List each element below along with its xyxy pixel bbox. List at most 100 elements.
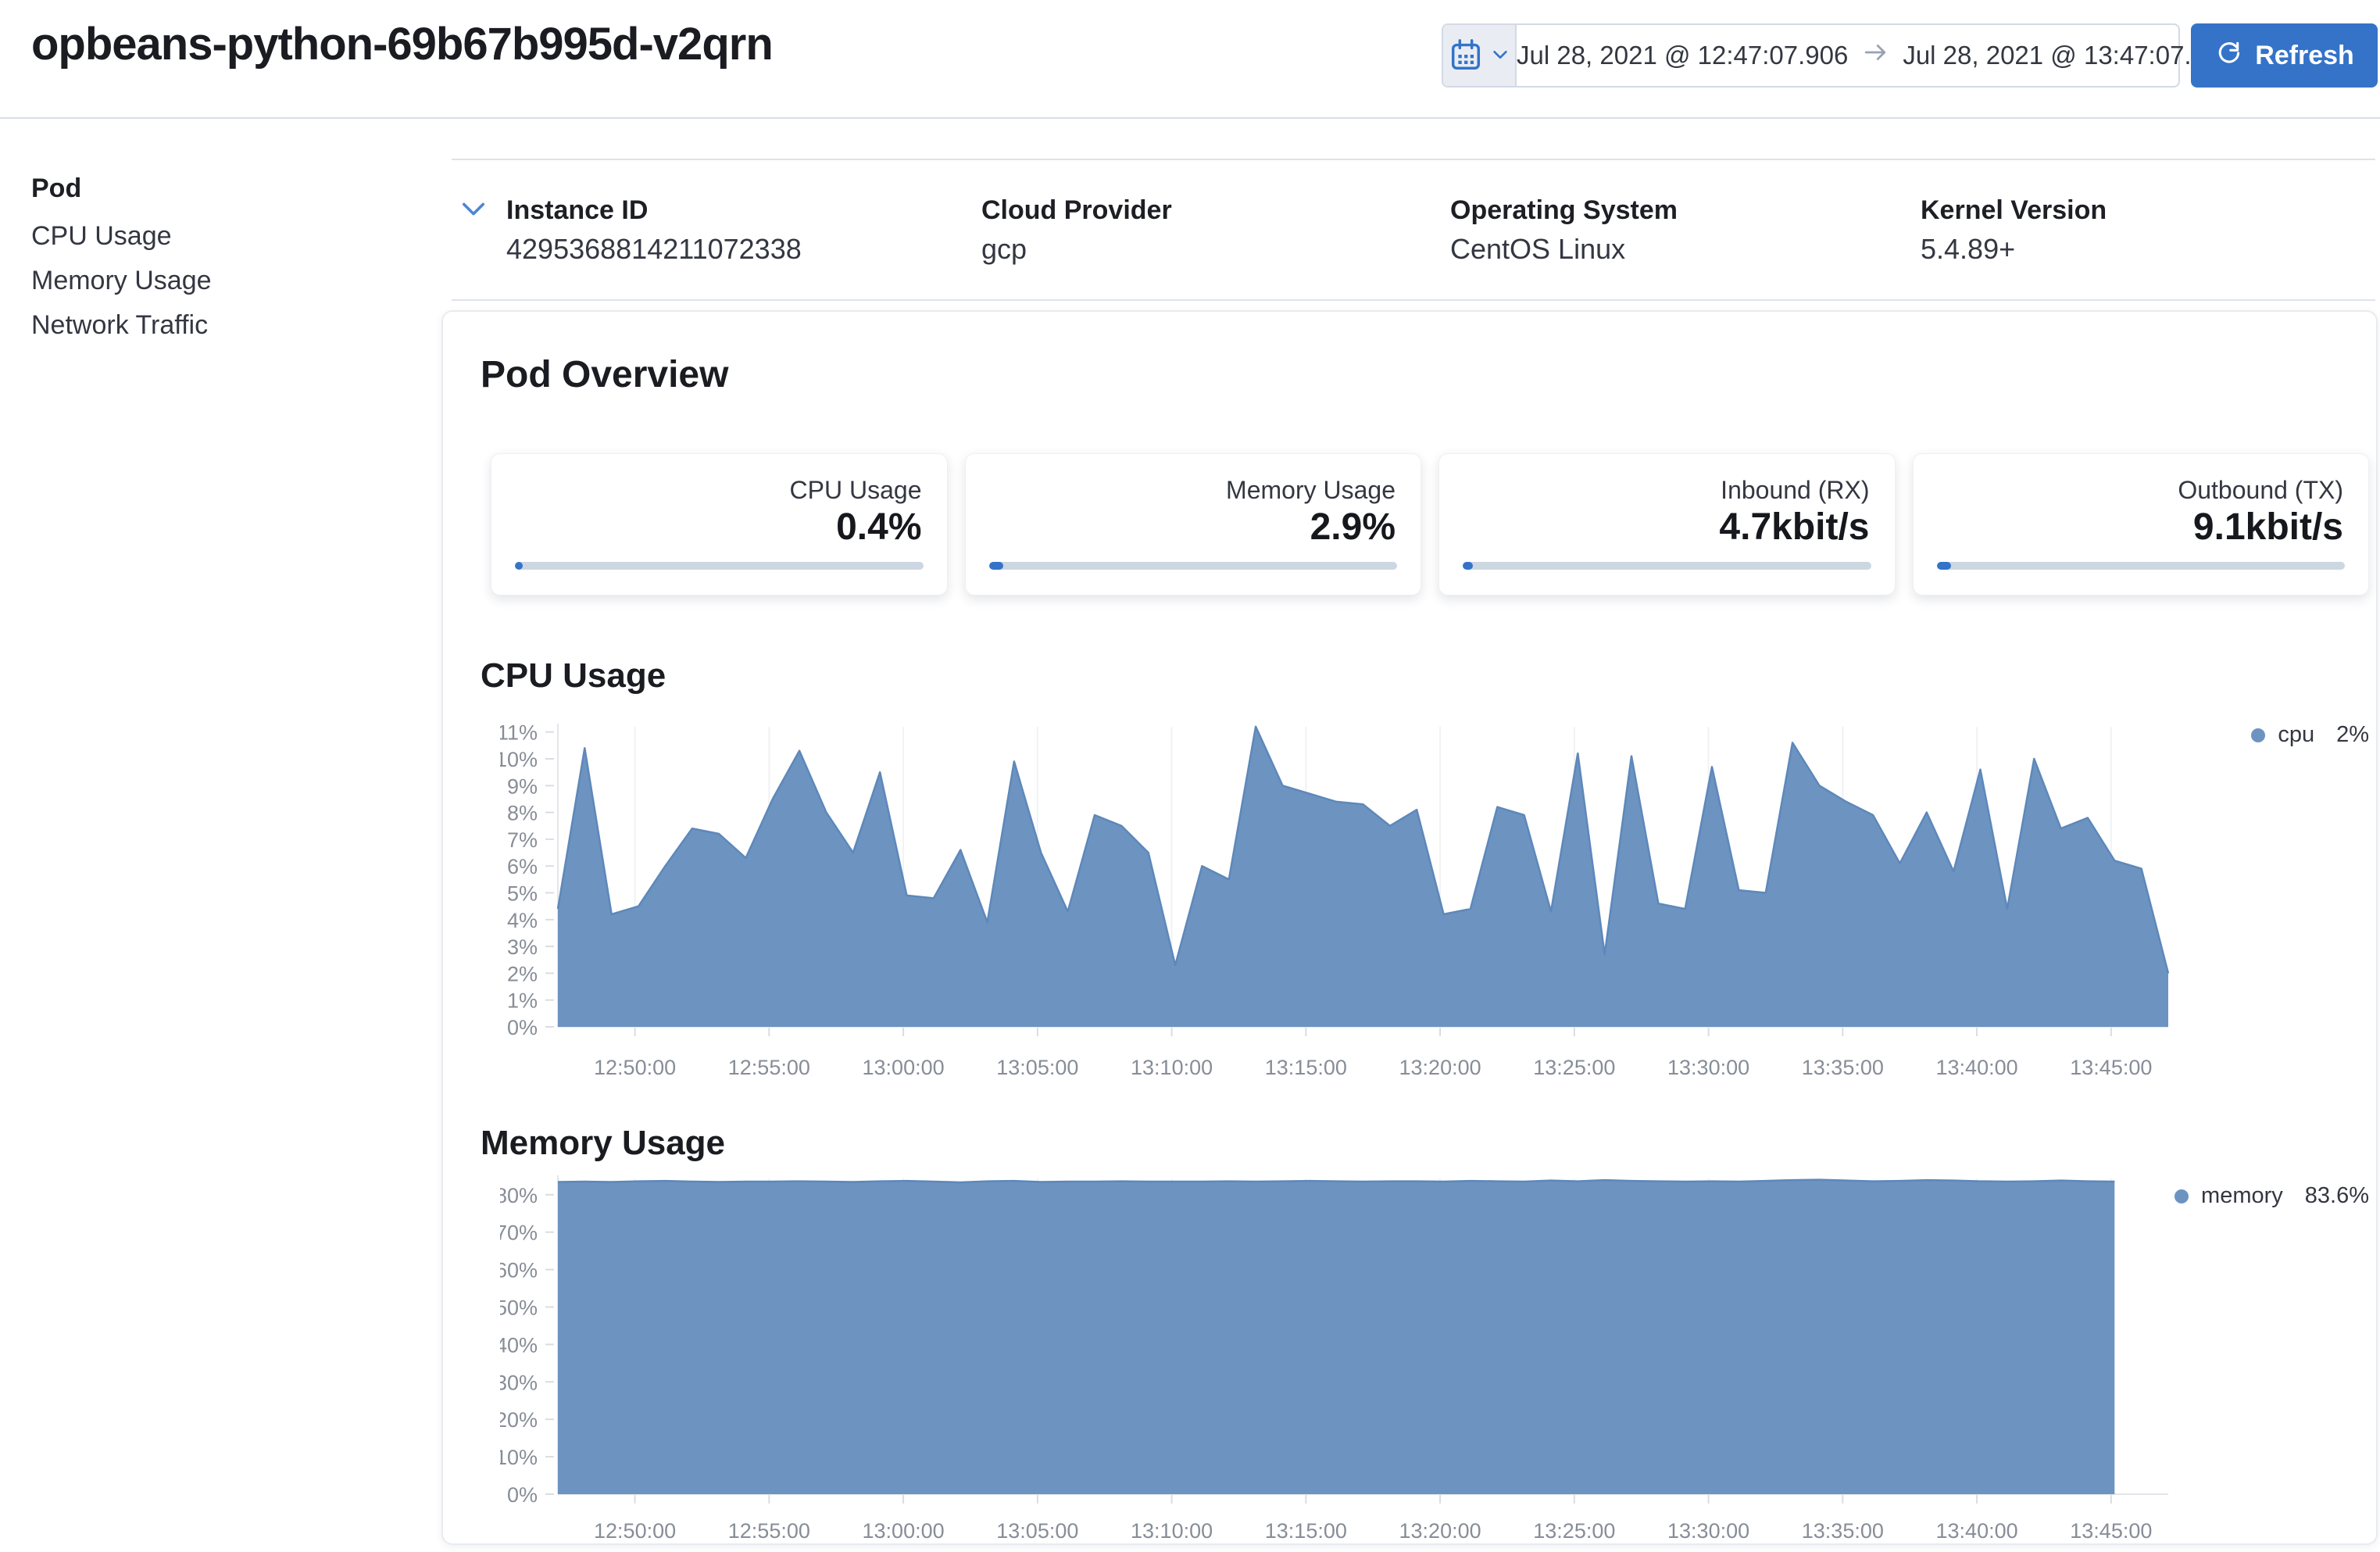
metadata-value-kernel-version: 5.4.89+ <box>1921 233 2016 265</box>
legend-label: memory <box>2201 1183 2283 1208</box>
metric-cards-row: CPU Usage 0.4% Memory Usage 2.9% Inbound… <box>491 453 2369 595</box>
metadata-label-operating-system: Operating System <box>1450 195 1678 225</box>
metadata-value-operating-system: CentOS Linux <box>1450 233 1626 265</box>
date-range-display[interactable]: Jul 28, 2021 @ 12:47:07.906 Jul 28, 2021… <box>1517 25 2235 86</box>
svg-text:13:40:00: 13:40:00 <box>1936 1056 2018 1079</box>
svg-text:13:45:00: 13:45:00 <box>2070 1056 2152 1079</box>
sidebar-item-memory-usage[interactable]: Memory Usage <box>31 266 212 295</box>
svg-text:13:15:00: 13:15:00 <box>1265 1056 1347 1079</box>
svg-text:12:50:00: 12:50:00 <box>594 1056 676 1079</box>
metric-card-value: 2.9% <box>1310 506 1395 548</box>
sidebar-item-cpu-usage[interactable]: CPU Usage <box>31 221 172 251</box>
chevron-down-icon <box>1490 45 1510 67</box>
arrow-right-icon <box>1864 41 1887 70</box>
svg-text:9%: 9% <box>507 774 538 798</box>
memory-legend-item[interactable]: memory 83.6% <box>2175 1183 2369 1209</box>
svg-text:13:05:00: 13:05:00 <box>996 1056 1078 1079</box>
date-range-start[interactable]: Jul 28, 2021 @ 12:47:07.906 <box>1517 41 1849 70</box>
metadata-label-cloud-provider: Cloud Provider <box>981 195 1172 225</box>
header-divider <box>0 117 2380 119</box>
metric-progress-fill <box>988 562 1003 570</box>
svg-text:13:30:00: 13:30:00 <box>1667 1056 1749 1079</box>
metric-card-label: CPU Usage <box>789 476 922 504</box>
svg-text:0%: 0% <box>507 1483 538 1507</box>
legend-value: 83.6% <box>2304 1183 2369 1208</box>
svg-text:12:50:00: 12:50:00 <box>594 1519 676 1543</box>
metric-card-memory-usage: Memory Usage 2.9% <box>964 453 1421 595</box>
legend-value: 2% <box>2336 722 2369 747</box>
metric-card-inbound-rx: Inbound (RX) 4.7kbit/s <box>1438 453 1896 595</box>
sidebar-item-network-traffic[interactable]: Network Traffic <box>31 310 209 340</box>
svg-text:3%: 3% <box>507 935 538 959</box>
metric-card-value: 4.7kbit/s <box>1719 506 1870 548</box>
cpu-usage-chart[interactable]: 12:50:00 12:55:00 13:00:00 13:05:00 13:10:00… <box>500 717 2219 1089</box>
svg-text:13:00:00: 13:00:00 <box>863 1519 945 1543</box>
date-picker-toggle-button[interactable] <box>1443 25 1517 86</box>
metric-progress-fill <box>1463 562 1473 570</box>
svg-text:13:30:00: 13:30:00 <box>1667 1519 1749 1543</box>
svg-text:5%: 5% <box>507 882 538 906</box>
metadata-label-kernel-version: Kernel Version <box>1921 195 2107 225</box>
metric-progress-bar <box>515 562 924 570</box>
svg-text:70%: 70% <box>500 1221 538 1245</box>
metric-card-outbound-tx: Outbound (TX) 9.1kbit/s <box>1912 453 2369 595</box>
svg-text:13:15:00: 13:15:00 <box>1265 1519 1347 1543</box>
svg-text:80%: 80% <box>500 1184 538 1207</box>
cpu-chart-title: CPU Usage <box>481 656 666 695</box>
chevron-down-icon <box>458 202 489 227</box>
metric-card-cpu-usage: CPU Usage 0.4% <box>491 453 948 595</box>
svg-text:13:40:00: 13:40:00 <box>1936 1519 2018 1543</box>
memory-chart-title: Memory Usage <box>481 1124 726 1162</box>
svg-text:7%: 7% <box>507 828 538 852</box>
cpu-legend-item[interactable]: cpu 2% <box>2251 722 2369 748</box>
legend-label: cpu <box>2278 722 2315 747</box>
metric-progress-bar <box>1463 562 1871 570</box>
svg-text:13:25:00: 13:25:00 <box>1533 1519 1615 1543</box>
svg-text:4%: 4% <box>507 909 538 932</box>
svg-text:12:55:00: 12:55:00 <box>728 1519 810 1543</box>
refresh-button-label: Refresh <box>2255 40 2354 70</box>
metric-card-value: 9.1kbit/s <box>2192 506 2343 548</box>
metadata-value-cloud-provider: gcp <box>981 233 1027 265</box>
page-title: opbeans-python-69b67b995d-v2qrn <box>31 19 774 70</box>
metric-card-label: Outbound (TX) <box>2178 476 2343 504</box>
svg-text:13:05:00: 13:05:00 <box>996 1519 1078 1543</box>
metric-progress-fill <box>515 562 524 570</box>
metric-progress-bar <box>1936 562 2345 570</box>
legend-dot-icon <box>2251 728 2266 742</box>
svg-text:8%: 8% <box>507 802 538 825</box>
svg-text:1%: 1% <box>507 989 538 1013</box>
calendar-icon <box>1448 37 1484 75</box>
svg-text:6%: 6% <box>507 855 538 878</box>
svg-text:13:45:00: 13:45:00 <box>2070 1519 2152 1543</box>
svg-text:0%: 0% <box>507 1016 538 1039</box>
sidebar-heading-pod: Pod <box>31 173 82 203</box>
date-range-end[interactable]: Jul 28, 2021 @ 13:47:07.906 <box>1903 41 2235 70</box>
memory-usage-chart[interactable]: 12:50:00 12:55:00 13:00:00 13:05:00 13:10:00… <box>500 1172 2219 1547</box>
metadata-section <box>452 159 2375 301</box>
svg-text:11%: 11% <box>500 721 538 745</box>
svg-text:20%: 20% <box>500 1408 538 1432</box>
svg-text:30%: 30% <box>500 1371 538 1394</box>
svg-text:40%: 40% <box>500 1333 538 1357</box>
metric-card-label: Memory Usage <box>1226 476 1395 504</box>
svg-text:13:10:00: 13:10:00 <box>1131 1519 1213 1543</box>
metadata-label-instance-id: Instance ID <box>506 195 649 225</box>
refresh-button[interactable]: Refresh <box>2191 23 2378 88</box>
metadata-collapse-button[interactable] <box>456 192 491 227</box>
svg-text:2%: 2% <box>507 962 538 985</box>
svg-text:12:55:00: 12:55:00 <box>728 1056 810 1079</box>
pod-overview-title: Pod Overview <box>481 354 729 395</box>
metadata-value-instance-id: 4295368814211072338 <box>506 233 802 265</box>
metric-card-value: 0.4% <box>836 506 922 548</box>
svg-text:13:25:00: 13:25:00 <box>1533 1056 1615 1079</box>
svg-text:10%: 10% <box>500 1446 538 1469</box>
metric-card-label: Inbound (RX) <box>1721 476 1870 504</box>
svg-text:13:20:00: 13:20:00 <box>1399 1519 1481 1543</box>
svg-text:13:20:00: 13:20:00 <box>1399 1056 1481 1079</box>
date-range-picker[interactable]: Jul 28, 2021 @ 12:47:07.906 Jul 28, 2021… <box>1442 23 2235 88</box>
svg-text:13:00:00: 13:00:00 <box>863 1056 945 1079</box>
metric-progress-fill <box>1936 562 1951 570</box>
metric-progress-bar <box>988 562 1397 570</box>
